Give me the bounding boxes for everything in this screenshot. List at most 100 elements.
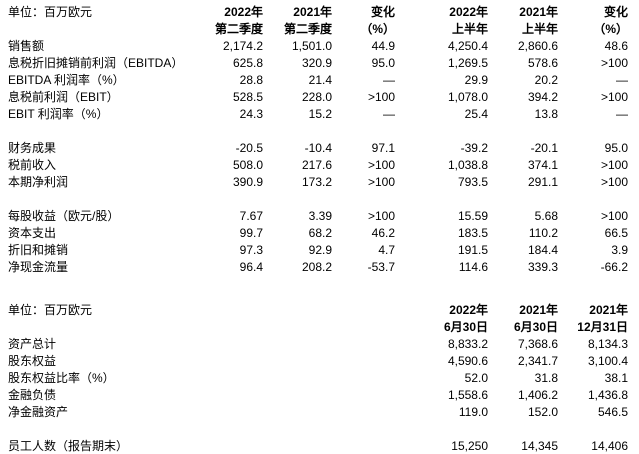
column-header-line2: 第二季度 xyxy=(214,22,263,36)
column-header-line1: 2021年 xyxy=(519,5,558,19)
row-label: 资本支出 xyxy=(8,226,57,240)
cell-value: 95.0 xyxy=(371,56,395,70)
cell-value: 183.5 xyxy=(457,226,488,240)
column-header: 2021年 12月31日 xyxy=(558,302,628,336)
cell-value: 1,501.0 xyxy=(291,39,332,53)
cell-value: 21.4 xyxy=(308,73,332,87)
column-header: 变化 （%） xyxy=(332,4,395,38)
row-spacer xyxy=(8,123,628,140)
cell-value: 152.0 xyxy=(527,405,558,419)
cell-value: 5.68 xyxy=(534,209,558,223)
column-header-line2: 上半年 xyxy=(451,22,488,36)
cell-value: 3.39 xyxy=(308,209,332,223)
cell-value: 44.9 xyxy=(371,39,395,53)
cell-value: 173.2 xyxy=(301,175,332,189)
cell-value: 228.0 xyxy=(301,90,332,104)
cell-value: 96.4 xyxy=(239,260,263,274)
cell-value: 1,078.0 xyxy=(447,90,488,104)
cell-value: 7,368.6 xyxy=(517,337,558,351)
cell-value: >100 xyxy=(600,209,628,223)
column-header: 2021年上半年 xyxy=(488,4,558,38)
column-header-line2: （%） xyxy=(593,22,628,36)
row-label: EBIT 利润率（%） xyxy=(8,107,109,121)
cell-value: 191.5 xyxy=(457,243,488,257)
cell-value: 15.2 xyxy=(308,107,332,121)
cell-value: -66.2 xyxy=(600,260,628,274)
cell-value: 14,406 xyxy=(591,439,628,453)
row-label: 员工人数（报告期末） xyxy=(8,439,129,453)
cell-value: >100 xyxy=(367,158,395,172)
cell-value: 546.5 xyxy=(597,405,628,419)
row-label: 净金融资产 xyxy=(8,405,69,419)
row-label: 每股收益（欧元/股） xyxy=(8,209,120,223)
cell-value: 20.2 xyxy=(534,73,558,87)
cell-value: 28.8 xyxy=(239,73,263,87)
cell-value: 8,134.3 xyxy=(587,337,628,351)
cell-value: 508.0 xyxy=(232,158,263,172)
cell-value: 31.8 xyxy=(534,371,558,385)
cell-value: 217.6 xyxy=(301,158,332,172)
row-label: 税前收入 xyxy=(8,158,57,172)
cell-value: 92.9 xyxy=(308,243,332,257)
row-label: 本期净利润 xyxy=(8,175,69,189)
column-header-line2: 12月31日 xyxy=(577,320,628,334)
cell-value: 48.6 xyxy=(604,39,628,53)
cell-value: 110.2 xyxy=(528,226,558,240)
cell-value: >100 xyxy=(367,90,395,104)
cell-value: 29.9 xyxy=(464,73,488,87)
column-header: 2021年 第二季度 xyxy=(263,4,332,38)
cell-value: — xyxy=(383,107,395,121)
cell-value: 3.9 xyxy=(611,243,628,257)
column-header-line1: 变化 xyxy=(603,5,628,19)
cell-value: 99.7 xyxy=(239,226,263,240)
cell-value: 2,860.6 xyxy=(517,39,558,53)
cell-value: 578.6 xyxy=(527,56,558,70)
column-header-line2: 上半年 xyxy=(521,22,558,36)
column-header-line1: 2021年 xyxy=(293,5,332,19)
cell-value: 114.6 xyxy=(458,260,488,274)
cell-value: 394.2 xyxy=(527,90,558,104)
cell-value: 38.1 xyxy=(604,371,628,385)
column-header: 2022年 6月30日 xyxy=(395,302,488,336)
column-header-line1: 2022年 xyxy=(449,303,488,317)
column-header-line1: 2022年 xyxy=(224,5,263,19)
cell-value: 25.4 xyxy=(464,107,488,121)
row-label: 净现金流量 xyxy=(8,260,69,274)
cell-value: 625.8 xyxy=(232,56,263,70)
cell-value: 4,590.6 xyxy=(447,354,488,368)
cell-value: 15.59 xyxy=(457,209,488,223)
cell-value: >100 xyxy=(600,56,628,70)
cell-value: >100 xyxy=(367,175,395,189)
row-label: 销售额 xyxy=(8,39,45,53)
column-header-line2: （%） xyxy=(360,22,395,36)
cell-value: — xyxy=(616,73,628,87)
column-header-line1: 2021年 xyxy=(589,303,628,317)
cell-value: 2,174.2 xyxy=(222,39,263,53)
cell-value: 1,269.5 xyxy=(447,56,488,70)
cell-value: >100 xyxy=(600,158,628,172)
balance-sheet-table: 单位：百万欧元 2022年 6月30日 2021年 6月30日 2021年 12月31日 资产… xyxy=(8,302,639,454)
cell-value: 119.0 xyxy=(458,405,488,419)
cell-value: 95.0 xyxy=(604,141,628,155)
cell-value: >100 xyxy=(367,209,395,223)
row-label: 股东权益 xyxy=(8,354,57,368)
cell-value: 4.7 xyxy=(378,243,395,257)
cell-value: 52.0 xyxy=(464,371,488,385)
column-header-line1: 2022年 xyxy=(449,5,488,19)
cell-value: — xyxy=(616,107,628,121)
cell-value: 8,833.2 xyxy=(447,337,488,351)
column-header: 2022年第二季度 xyxy=(198,4,263,38)
row-label: 金融负债 xyxy=(8,388,57,402)
cell-value: 291.1 xyxy=(527,175,558,189)
row-label: 股东权益比率（%） xyxy=(8,371,115,385)
row-label: EBITDA 利润率（%） xyxy=(8,73,125,87)
cell-value: — xyxy=(383,73,395,87)
unit-label: 单位：百万欧元 xyxy=(8,303,93,317)
row-label: 折旧和摊销 xyxy=(8,243,69,257)
cell-value: -20.5 xyxy=(235,141,263,155)
row-label: 息税前利润（EBIT） xyxy=(8,90,119,104)
row-spacer xyxy=(8,421,628,438)
cell-value: 374.1 xyxy=(527,158,558,172)
column-header: 变化 （%） xyxy=(558,4,628,38)
